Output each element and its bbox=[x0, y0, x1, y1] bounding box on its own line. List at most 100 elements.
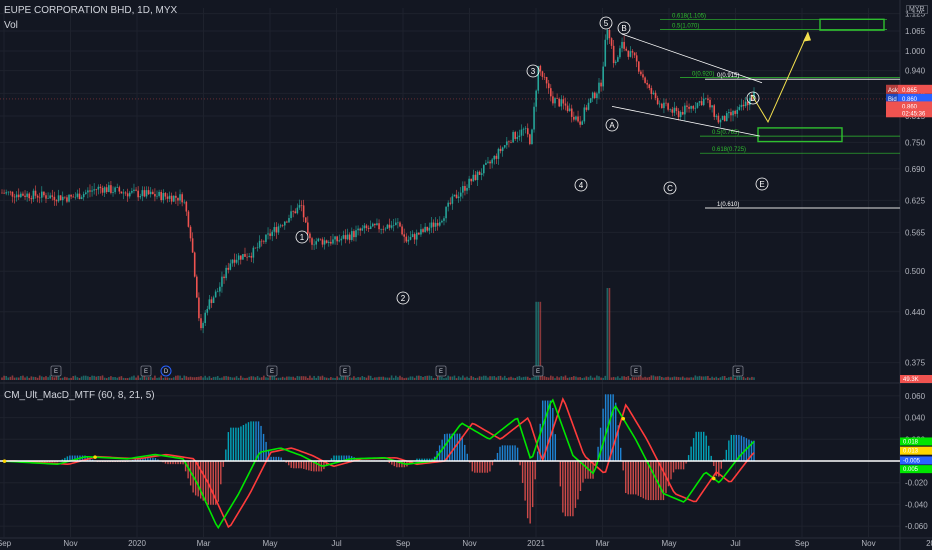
event-marker-label: E bbox=[439, 369, 443, 375]
candle-body bbox=[378, 223, 380, 230]
volume-bar bbox=[112, 377, 114, 380]
macd-histogram-bar bbox=[237, 427, 240, 461]
candle-body bbox=[101, 188, 104, 193]
candle-body bbox=[97, 186, 100, 190]
wave-circle-E bbox=[755, 177, 769, 191]
volume-bar bbox=[172, 377, 175, 380]
projection-arrowhead bbox=[803, 31, 811, 42]
candle-body bbox=[158, 191, 160, 196]
candle-body bbox=[480, 173, 483, 175]
volume-bar bbox=[219, 377, 221, 380]
candle-body bbox=[405, 236, 408, 242]
volume-bar bbox=[5, 376, 7, 380]
macd-histogram-bar bbox=[69, 455, 71, 461]
candle-body bbox=[80, 197, 83, 200]
candle-body bbox=[707, 98, 709, 100]
macd-histogram-bar bbox=[476, 461, 479, 473]
volume-bar bbox=[418, 375, 420, 380]
macd-histogram-bar bbox=[333, 455, 335, 461]
candle-body bbox=[612, 45, 615, 64]
macd-histogram-bar bbox=[461, 436, 463, 461]
triangle-upper-line bbox=[621, 33, 763, 84]
macd-histogram-bar bbox=[728, 440, 730, 461]
macd-histogram-bar bbox=[614, 402, 617, 461]
candle-body bbox=[281, 225, 284, 226]
macd-histogram-bar bbox=[589, 461, 592, 479]
macd-histogram-bar bbox=[675, 461, 677, 470]
macd-histogram-bar bbox=[554, 434, 557, 461]
wave-label-2: 2 bbox=[401, 294, 406, 303]
candle-body bbox=[640, 71, 642, 75]
macd-histogram-bar bbox=[642, 461, 645, 499]
candle-body bbox=[388, 224, 391, 228]
time-tick-label: 2022 bbox=[926, 539, 932, 548]
volume-bar bbox=[661, 376, 663, 380]
macd-histogram-bar bbox=[459, 433, 461, 461]
candle-body bbox=[263, 241, 265, 243]
candle-body bbox=[380, 228, 382, 230]
volume-bar bbox=[386, 377, 389, 380]
volume-bar bbox=[459, 377, 462, 380]
macd-histogram-bar bbox=[549, 400, 551, 461]
candle-body bbox=[721, 115, 724, 120]
macd-histogram-bar bbox=[667, 461, 670, 487]
candle-body bbox=[522, 128, 525, 130]
candle-body bbox=[698, 101, 701, 103]
candle-body bbox=[265, 234, 267, 242]
currency-badge[interactable]: MYR bbox=[906, 5, 928, 14]
macd-histogram-bar bbox=[142, 457, 144, 461]
candle-body bbox=[202, 323, 204, 329]
volume-bar bbox=[313, 375, 315, 380]
volume-bar bbox=[696, 376, 699, 380]
elliott-wave-drawings: 1 2 3 4 5 A B C D E E E D E E E E E E bbox=[50, 16, 811, 377]
volume-bar bbox=[53, 377, 56, 380]
volume-bar bbox=[17, 377, 20, 380]
volume-bar bbox=[512, 377, 514, 380]
macd-histogram-bar bbox=[154, 458, 157, 461]
macd-histogram-bar bbox=[489, 461, 491, 472]
macd-tick-label: 0.040 bbox=[905, 414, 926, 423]
candle-body bbox=[283, 221, 286, 226]
volume-bar bbox=[95, 376, 98, 380]
macd-histogram-bar bbox=[499, 446, 501, 461]
candle-body bbox=[160, 191, 162, 201]
volume-bar bbox=[380, 376, 382, 380]
candle-body bbox=[93, 189, 95, 191]
candle-body bbox=[143, 190, 146, 197]
macd-histogram-bar bbox=[177, 461, 179, 465]
macd-histogram-bar bbox=[692, 438, 695, 461]
macd-histogram-bar bbox=[537, 451, 539, 461]
volume-bar bbox=[499, 375, 502, 380]
candle-body bbox=[30, 198, 33, 200]
volume-bar bbox=[579, 377, 581, 380]
volume-bar bbox=[648, 376, 651, 380]
macd-histogram-bar bbox=[74, 455, 76, 461]
volume-bar bbox=[225, 375, 227, 380]
volume-bar bbox=[686, 377, 688, 380]
volume-bar bbox=[271, 376, 274, 380]
volume-bar bbox=[9, 376, 12, 380]
volume-bar bbox=[476, 377, 479, 380]
candle-body bbox=[568, 108, 571, 112]
macd-histogram-bar bbox=[280, 457, 282, 461]
volume-bar bbox=[489, 376, 491, 380]
candle-body bbox=[495, 155, 498, 159]
candle-body bbox=[216, 291, 219, 293]
volume-bar bbox=[229, 376, 232, 380]
macd-histogram-bar bbox=[172, 461, 174, 465]
volume-bar bbox=[189, 376, 192, 380]
macd-histogram-bar bbox=[396, 461, 398, 468]
volume-bar bbox=[244, 378, 246, 380]
candle-body bbox=[59, 195, 62, 201]
volume-bar bbox=[558, 377, 560, 380]
volume-bar bbox=[103, 377, 106, 380]
candle-body bbox=[497, 148, 500, 159]
volume-bar bbox=[550, 375, 552, 380]
volume-bar bbox=[332, 377, 334, 380]
macd-indicator bbox=[0, 394, 900, 530]
candle-body bbox=[338, 240, 341, 242]
candle-body bbox=[392, 225, 395, 226]
volume-bar bbox=[263, 375, 265, 380]
candle-body bbox=[133, 189, 135, 191]
